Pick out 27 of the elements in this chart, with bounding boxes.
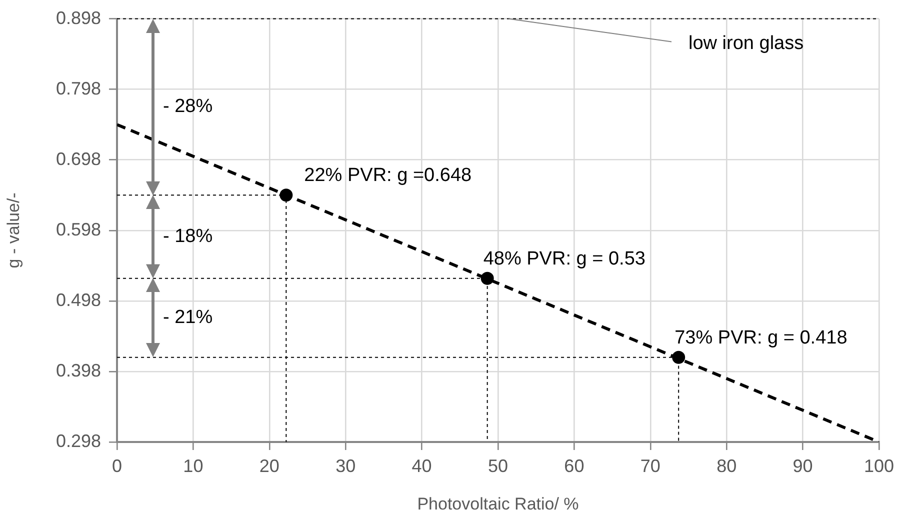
- x-tick-label: 0: [112, 456, 122, 476]
- y-tick-label: 0.398: [56, 360, 101, 380]
- y-tick-label: 0.698: [56, 148, 101, 169]
- data-label: 48% PVR: g = 0.53: [483, 248, 646, 270]
- y-tick-label: 0.598: [56, 219, 101, 240]
- x-tick-label: 20: [259, 456, 280, 476]
- annotation: - 28%: [163, 96, 213, 118]
- data-label: 22% PVR: g =0.648: [304, 165, 472, 186]
- x-axis-title: Photovoltaic Ratio/ %: [417, 494, 579, 514]
- data-label: 73% PVR: g = 0.418: [674, 327, 848, 348]
- ref-line-label: low iron glass: [688, 33, 804, 54]
- y-tick-label: 0.898: [56, 8, 101, 28]
- x-tick-label: 60: [564, 456, 584, 476]
- x-tick-label: 100: [864, 456, 894, 476]
- x-tick-label: 40: [412, 456, 432, 476]
- x-tick-label: 90: [792, 456, 813, 476]
- x-tick-label: 50: [488, 456, 508, 476]
- x-tick-label: 70: [640, 456, 660, 476]
- x-tick-label: 80: [716, 456, 737, 476]
- y-axis-title: g - value/-: [4, 192, 23, 268]
- y-tick-label: 0.798: [56, 78, 101, 98]
- x-tick-label: 10: [183, 456, 204, 476]
- annotation: - 18%: [163, 226, 213, 247]
- x-tick-label: 30: [336, 456, 356, 476]
- y-tick-label: 0.298: [56, 430, 101, 451]
- annotation: - 21%: [163, 307, 213, 328]
- y-tick-label: 0.498: [56, 290, 101, 310]
